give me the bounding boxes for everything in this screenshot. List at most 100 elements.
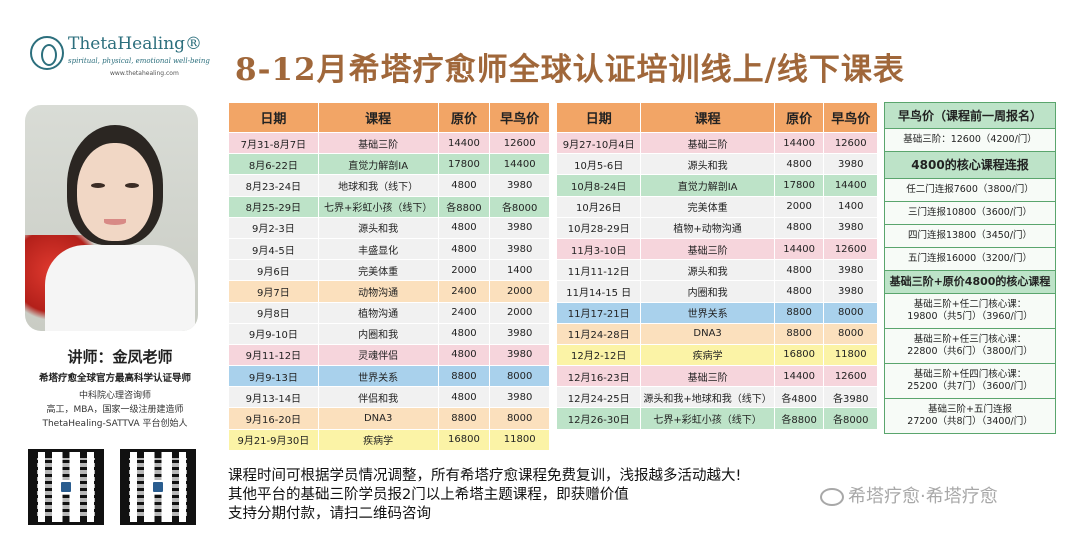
header-early-price: 早鸟价: [823, 102, 878, 133]
cell-price: 各8800: [773, 407, 825, 430]
cell-price: 4800: [437, 174, 491, 197]
cell-price: 各4800: [773, 386, 825, 409]
cell-price: 8800: [773, 301, 825, 324]
cell-early-price: 12600: [489, 131, 550, 155]
cell-course: 源头和我: [640, 259, 775, 282]
photo-body: [45, 245, 195, 331]
cell-date: 12月24-25日: [555, 386, 642, 409]
lecturer-info-line: 中科院心理咨询师: [78, 391, 151, 401]
pricing-bundle-price: 27200（共8门）（3400/门）: [907, 416, 1033, 427]
qr-code-1[interactable]: [28, 449, 104, 525]
cell-price: 4800: [773, 153, 825, 176]
schedule-table-left: 日期 课程 原价 早鸟价 7月31-8月7日 基础三阶 14400 12600 8月6-…: [228, 102, 550, 451]
cell-course: 七界+彩虹小孩（线下）: [640, 407, 775, 430]
cell-early-price: 14400: [823, 174, 878, 197]
pricing-header: 基础三阶+原价4800的核心课程: [884, 271, 1056, 294]
cell-course: 疾病学: [640, 343, 775, 367]
table-row: 8月25-29日 七界+彩虹小孩（线下） 各8800 各8000: [228, 195, 550, 218]
header-price: 原价: [437, 102, 491, 133]
table-row: 9月6日 完美体重 2000 1400: [228, 259, 550, 282]
notes: 课程时间可根据学员情况调整，所有希塔疗愈课程免费复训，浅报越多活动越大! 其他平…: [228, 467, 1008, 524]
header-price: 原价: [773, 102, 825, 133]
cell-date: 7月31-8月7日: [228, 131, 319, 155]
pricing-item: 四门连报13800（3450/门）: [884, 225, 1056, 248]
cell-early-price: 3980: [489, 174, 550, 197]
cell-early-price: 8000: [489, 407, 550, 430]
cell-date: 8月25-29日: [228, 195, 319, 218]
table-row: 9月16-20日 DNA3 8800 8000: [228, 407, 550, 430]
pricing-bundle-price: 19800（共5门）（3960/门）: [907, 311, 1033, 322]
header-date: 日期: [555, 102, 642, 133]
header-early-price: 早鸟价: [489, 102, 550, 133]
schedule-table-middle: 日期 课程 原价 早鸟价 9月27-10月4日 基础三阶 14400 12600 10月…: [555, 102, 878, 430]
lecturer-photo: [25, 105, 198, 331]
table-row: 9月21-9月30日 疾病学 16800 11800: [228, 428, 550, 451]
cell-early-price: 3980: [823, 153, 878, 176]
cell-course: 完美体重: [317, 259, 439, 282]
cell-course: 伴侣和我: [317, 386, 439, 409]
header-date: 日期: [228, 102, 319, 133]
table-row: 10月8-24日 直觉力解剖IA 17800 14400: [555, 174, 878, 197]
cell-date: 11月17-21日: [555, 301, 642, 324]
cell-price: 17800: [773, 174, 825, 197]
cell-course: 植物+动物沟通: [640, 216, 775, 239]
cell-price: 14400: [437, 131, 491, 155]
cell-early-price: 2000: [489, 280, 550, 303]
cell-course: DNA3: [317, 407, 439, 430]
theta-logo-icon: [30, 36, 64, 70]
cell-course: DNA3: [640, 322, 775, 345]
cell-price: 14400: [773, 365, 825, 388]
lecturer-name: 讲师：金凤老师: [67, 348, 173, 366]
cell-course: 七界+彩虹小孩（线下）: [317, 195, 439, 218]
qr-center-icon: [59, 480, 73, 494]
lecturer-info: 中科院心理咨询师 高工，MBA，国家一级注册建造师 ThetaHealing-S…: [10, 389, 220, 431]
cell-price: 2400: [437, 280, 491, 303]
pricing-item: 三门连报10800（3600/门）: [884, 202, 1056, 225]
cell-course: 植物沟通: [317, 301, 439, 324]
cell-course: 世界关系: [317, 365, 439, 388]
table-header-row: 日期 课程 原价 早鸟价: [228, 102, 550, 133]
cell-early-price: 14400: [489, 153, 550, 176]
cell-date: 11月24-28日: [555, 322, 642, 345]
cell-price: 各8800: [437, 195, 491, 218]
qr-code-2[interactable]: [120, 449, 196, 525]
table-row: 10月26日 完美体重 2000 1400: [555, 195, 878, 218]
table-row: 11月17-21日 世界关系 8800 8000: [555, 301, 878, 324]
table-row: 8月6-22日 直觉力解剖IA 17800 14400: [228, 153, 550, 176]
cell-date: 9月11-12日: [228, 343, 319, 367]
cell-price: 8800: [437, 365, 491, 388]
logo-url: www.thetahealing.com: [110, 70, 179, 77]
cell-early-price: 12600: [823, 131, 878, 155]
photo-mouth: [104, 219, 126, 225]
table-row: 12月2-12日 疾病学 16800 11800: [555, 343, 878, 367]
cell-course: 内圈和我: [640, 280, 775, 303]
cell-course: 世界关系: [640, 301, 775, 324]
cell-date: 11月14-15 日: [555, 280, 642, 303]
pricing-item: 基础三阶：12600（4200/门）: [884, 129, 1056, 152]
cell-price: 4800: [773, 216, 825, 239]
cell-date: 12月16-23日: [555, 365, 642, 388]
cell-date: 9月9-13日: [228, 365, 319, 388]
cell-date: 9月13-14日: [228, 386, 319, 409]
cell-course: 灵魂伴侣: [317, 343, 439, 367]
watermark-text: 希塔疗愈·希塔疗愈: [848, 486, 998, 507]
table-row: 11月11-12日 源头和我 4800 3980: [555, 259, 878, 282]
cell-date: 8月23-24日: [228, 174, 319, 197]
cell-early-price: 3980: [489, 216, 550, 239]
note-line: 支持分期付款，请扫二维码咨询: [228, 506, 431, 522]
pricing-bundle: 基础三阶+任四门核心课： 25200（共7门）（3600/门）: [884, 364, 1056, 399]
cell-price: 14400: [773, 131, 825, 155]
cell-date: 9月21-9月30日: [228, 428, 319, 451]
pricing-panel: 早鸟价（课程前一周报名） 基础三阶：12600（4200/门） 4800的核心课程连…: [884, 102, 1056, 434]
cell-early-price: 8000: [823, 322, 878, 345]
photo-eye-left: [91, 183, 105, 188]
cell-course: 完美体重: [640, 195, 775, 218]
cell-date: 9月9-10日: [228, 322, 319, 345]
cell-early-price: 3980: [489, 237, 550, 261]
lecturer-info-line: ThetaHealing-SATTVA 平台创始人: [42, 419, 188, 429]
cell-price: 16800: [437, 428, 491, 451]
cell-course: 源头和我: [317, 216, 439, 239]
table-row: 9月9-13日 世界关系 8800 8000: [228, 365, 550, 388]
table-header-row: 日期 课程 原价 早鸟价: [555, 102, 878, 133]
table-row: 10月5-6日 源头和我 4800 3980: [555, 153, 878, 176]
